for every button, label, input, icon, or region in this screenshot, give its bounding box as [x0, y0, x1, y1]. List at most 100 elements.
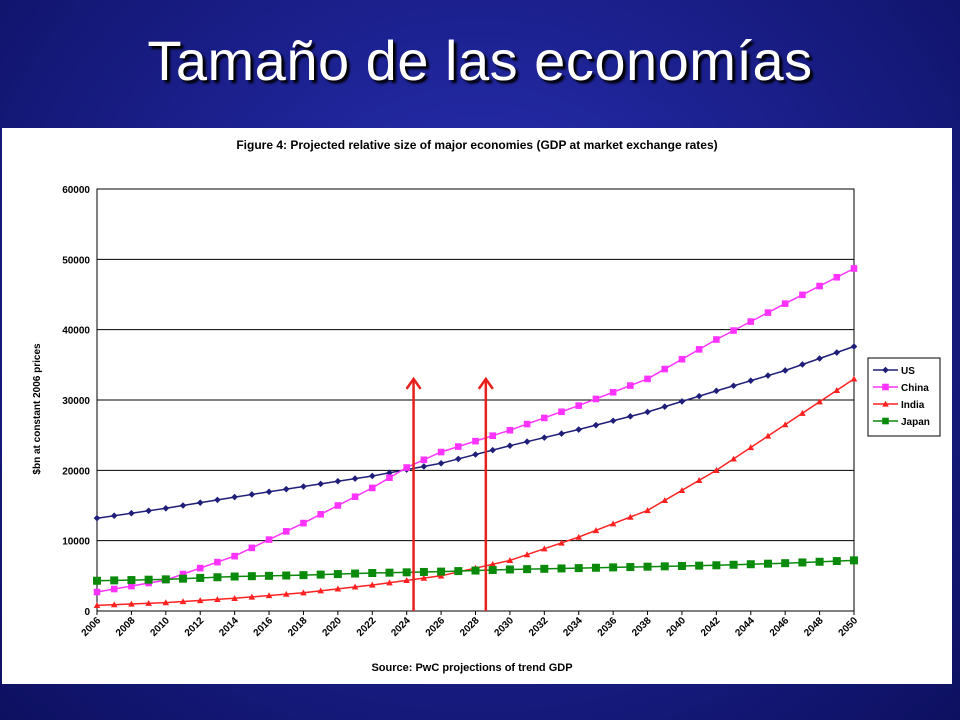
x-tick-label: 2038 — [630, 615, 654, 639]
point-china — [799, 291, 806, 299]
point-japan — [781, 559, 790, 568]
point-india — [541, 545, 548, 552]
y-tick-label: 0 — [84, 607, 90, 618]
point-japan — [815, 557, 824, 566]
point-china — [334, 502, 342, 509]
point-japan — [385, 568, 394, 577]
point-japan — [368, 569, 377, 578]
point-china — [523, 420, 531, 428]
point-japan — [677, 561, 686, 570]
point-china — [627, 382, 634, 389]
point-china — [609, 388, 617, 396]
point-japan — [93, 576, 101, 585]
point-india — [248, 593, 256, 600]
point-china — [592, 395, 600, 403]
point-us — [850, 343, 858, 350]
point-china — [403, 464, 410, 471]
point-india — [162, 599, 170, 606]
point-japan — [626, 563, 635, 572]
point-japan — [265, 571, 274, 580]
point-japan — [179, 574, 188, 583]
x-tick-label: 2048 — [802, 615, 826, 639]
point-us — [214, 496, 221, 504]
point-china — [110, 585, 118, 593]
red-arrows — [405, 376, 494, 611]
point-india — [282, 590, 290, 597]
point-india — [231, 595, 238, 601]
x-tick-label: 2012 — [183, 615, 207, 639]
point-india — [747, 444, 755, 451]
point-india — [661, 497, 669, 504]
point-china — [420, 456, 428, 464]
point-india — [128, 600, 135, 607]
point-japan — [402, 568, 411, 577]
point-china — [833, 273, 841, 281]
point-japan — [247, 572, 256, 581]
point-china — [179, 570, 187, 578]
legend-label-china: China — [901, 383, 929, 394]
y-tick-label: 10000 — [62, 537, 90, 548]
point-us — [93, 514, 101, 522]
point-china — [541, 414, 548, 422]
x-tick-label: 2006 — [80, 615, 104, 639]
point-japan — [488, 566, 497, 575]
point-india — [781, 421, 789, 428]
point-us — [472, 451, 479, 458]
x-axis-label: Source: PwC projections of trend GDP — [371, 662, 572, 674]
point-us — [179, 502, 187, 509]
point-us — [231, 493, 238, 501]
point-japan — [832, 557, 841, 566]
point-japan — [505, 565, 514, 574]
point-china — [678, 355, 686, 363]
y-tick-label: 30000 — [62, 396, 90, 407]
point-india — [351, 583, 359, 590]
point-japan — [557, 564, 566, 573]
x-tick-label: 2044 — [733, 615, 757, 639]
point-japan — [540, 564, 549, 573]
point-china — [558, 408, 565, 416]
point-us — [764, 372, 772, 379]
point-india — [403, 577, 410, 584]
legend-marker-japan — [882, 417, 889, 425]
legend-label-japan: Japan — [901, 417, 930, 428]
point-japan — [299, 571, 308, 580]
point-india — [799, 409, 806, 416]
x-tick-label: 2010 — [148, 615, 172, 639]
point-us — [523, 438, 531, 445]
point-us — [644, 408, 651, 416]
point-india — [764, 432, 772, 439]
point-india — [300, 589, 307, 596]
point-india — [420, 574, 428, 581]
point-china — [816, 282, 823, 290]
legend-label-india: India — [901, 400, 925, 411]
figure-panel: Figure 4: Projected relative size of maj… — [2, 128, 952, 684]
point-india — [644, 507, 651, 514]
point-us — [334, 477, 342, 485]
point-us — [437, 460, 445, 467]
red-arrow-head — [477, 376, 494, 390]
point-us — [196, 499, 204, 506]
point-china — [93, 588, 101, 596]
point-china — [695, 346, 703, 353]
x-tick-label: 2028 — [458, 615, 482, 639]
point-india — [196, 597, 204, 604]
point-china — [265, 536, 273, 543]
point-china — [214, 558, 221, 566]
x-tick-label: 2018 — [286, 615, 310, 639]
point-china — [644, 375, 651, 383]
point-us — [110, 512, 118, 519]
point-india — [93, 602, 101, 609]
point-japan — [419, 567, 428, 576]
point-china — [368, 484, 376, 492]
y-tick-label: 40000 — [62, 326, 90, 337]
series-line-us — [96, 345, 855, 519]
point-china — [850, 265, 858, 272]
x-tick-label: 2030 — [493, 615, 517, 639]
point-japan — [746, 560, 755, 569]
point-us — [747, 377, 755, 384]
legend-box — [867, 357, 941, 437]
point-china — [248, 544, 256, 552]
series-lines — [93, 265, 858, 609]
point-china — [747, 318, 755, 325]
point-japan — [712, 561, 721, 570]
